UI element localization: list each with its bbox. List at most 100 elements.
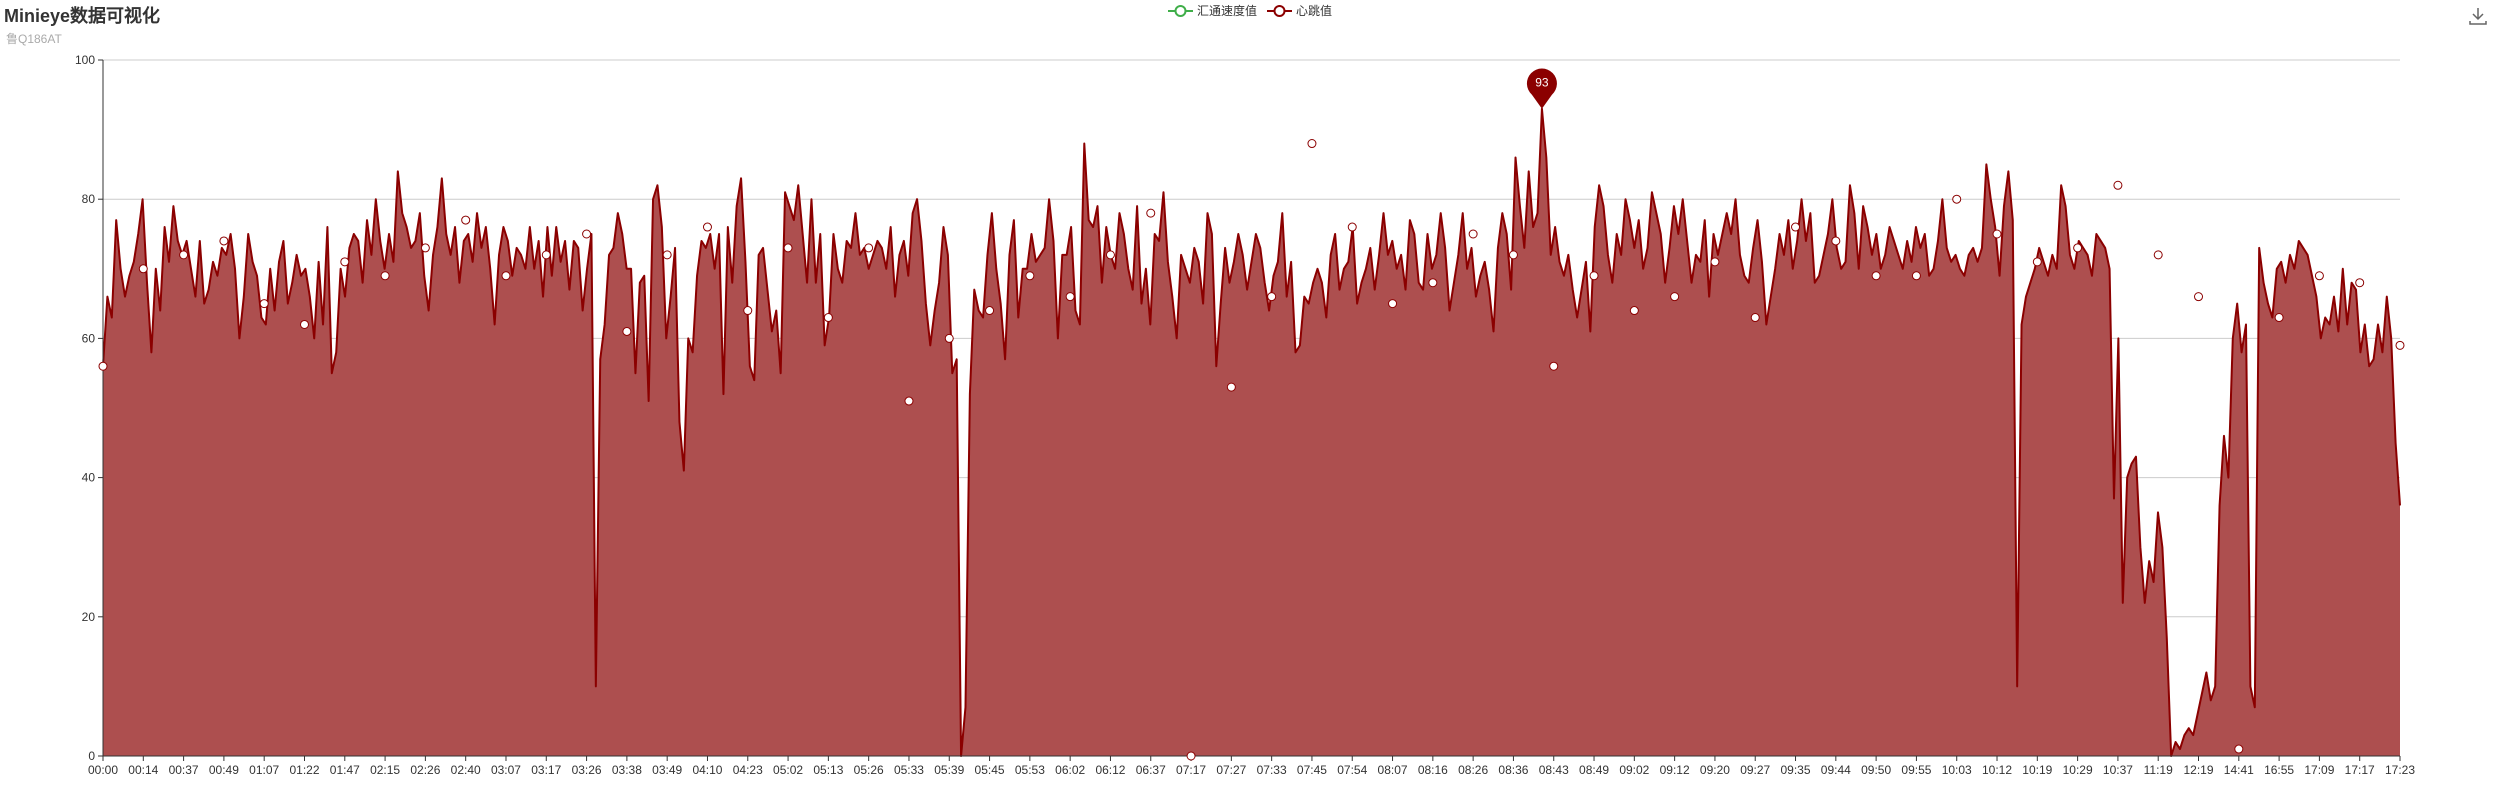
data-point: [2355, 278, 2365, 288]
data-point: [2113, 180, 2123, 190]
x-tick-label: 05:39: [934, 763, 964, 777]
x-tick-label: 03:07: [491, 763, 521, 777]
y-tick-label: 40: [82, 471, 96, 485]
x-tick-label: 02:26: [410, 763, 440, 777]
y-tick-label: 80: [82, 192, 96, 206]
series-area-heartbeat: [103, 108, 2400, 757]
data-point: [743, 306, 753, 316]
x-tick-label: 01:07: [249, 763, 279, 777]
x-tick-label: 04:10: [692, 763, 722, 777]
x-tick-label: 01:47: [330, 763, 360, 777]
download-icon[interactable]: [2468, 6, 2488, 26]
data-point: [259, 299, 269, 309]
data-point: [702, 222, 712, 232]
x-tick-label: 00:49: [209, 763, 239, 777]
x-tick-label: 03:17: [531, 763, 561, 777]
data-point: [1992, 229, 2002, 239]
data-point: [461, 215, 471, 225]
x-tick-label: 10:12: [1982, 763, 2012, 777]
data-point: [783, 243, 793, 253]
y-tick-label: 60: [82, 331, 96, 345]
data-point: [864, 243, 874, 253]
data-point: [1388, 299, 1398, 309]
x-tick-label: 09:55: [1901, 763, 1931, 777]
x-tick-label: 08:36: [1498, 763, 1528, 777]
data-point: [1952, 194, 1962, 204]
data-point: [1307, 139, 1317, 149]
data-point: [1911, 271, 1921, 281]
data-point: [1428, 278, 1438, 288]
data-point: [380, 271, 390, 281]
x-tick-label: 04:23: [733, 763, 763, 777]
data-point: [944, 333, 954, 343]
x-tick-label: 09:02: [1619, 763, 1649, 777]
x-tick-label: 17:09: [2304, 763, 2334, 777]
x-tick-label: 05:13: [813, 763, 843, 777]
data-point: [1549, 361, 1559, 371]
x-tick-label: 05:02: [773, 763, 803, 777]
max-pin-label: 93: [1535, 76, 1549, 90]
data-point: [138, 264, 148, 274]
x-tick-label: 05:33: [894, 763, 924, 777]
x-tick-label: 08:49: [1579, 763, 1609, 777]
x-tick-label: 09:27: [1740, 763, 1770, 777]
legend: 汇通速度值 心跳值: [1168, 2, 1332, 19]
data-point: [1871, 271, 1881, 281]
y-tick-label: 0: [88, 749, 95, 763]
x-tick-label: 09:12: [1660, 763, 1690, 777]
data-point: [1670, 292, 1680, 302]
data-point: [219, 236, 229, 246]
x-tick-label: 01:22: [289, 763, 319, 777]
x-tick-label: 10:37: [2103, 763, 2133, 777]
data-point: [985, 306, 995, 316]
x-tick-label: 02:15: [370, 763, 400, 777]
legend-item-heartbeat[interactable]: 心跳值: [1267, 2, 1332, 19]
data-point: [501, 271, 511, 281]
data-point: [1831, 236, 1841, 246]
max-pin: [1526, 68, 1557, 109]
data-point: [904, 396, 914, 406]
x-tick-label: 09:35: [1781, 763, 1811, 777]
data-point: [2234, 744, 2244, 754]
x-tick-label: 07:33: [1257, 763, 1287, 777]
legend-item-speed[interactable]: 汇通速度值: [1168, 2, 1257, 19]
data-point: [823, 313, 833, 323]
x-tick-label: 11:19: [2144, 763, 2173, 777]
y-tick-label: 100: [75, 53, 95, 67]
data-point: [2073, 243, 2083, 253]
data-point: [1508, 250, 1518, 260]
data-point: [1186, 751, 1196, 761]
data-point: [2314, 271, 2324, 281]
x-tick-label: 17:23: [2385, 763, 2415, 777]
data-point: [420, 243, 430, 253]
x-tick-label: 06:02: [1055, 763, 1085, 777]
legend-swatch-heartbeat: [1267, 4, 1293, 17]
x-tick-label: 06:12: [1095, 763, 1125, 777]
data-point: [2395, 340, 2405, 350]
series-line-heartbeat: [102, 107, 2401, 757]
y-tick-label: 20: [82, 610, 96, 624]
data-point: [1065, 292, 1075, 302]
x-tick-label: 05:53: [1015, 763, 1045, 777]
x-tick-label: 02:40: [451, 763, 481, 777]
data-point: [541, 250, 551, 260]
data-point: [662, 250, 672, 260]
x-tick-label: 09:20: [1700, 763, 1730, 777]
data-point: [1105, 250, 1115, 260]
x-tick-label: 05:26: [854, 763, 884, 777]
x-tick-label: 09:44: [1821, 763, 1851, 777]
x-tick-label: 12:19: [2183, 763, 2213, 777]
x-tick-label: 08:07: [1378, 763, 1408, 777]
data-point: [299, 319, 309, 329]
chart-title: Minieye数据可视化: [4, 6, 161, 26]
data-point: [179, 250, 189, 260]
x-tick-label: 07:54: [1337, 763, 1367, 777]
x-tick-label: 03:26: [572, 763, 602, 777]
x-tick-label: 00:00: [88, 763, 118, 777]
data-point: [98, 361, 108, 371]
x-tick-label: 10:03: [1942, 763, 1972, 777]
data-point: [1750, 313, 1760, 323]
data-point: [622, 326, 632, 336]
x-tick-label: 03:49: [652, 763, 682, 777]
